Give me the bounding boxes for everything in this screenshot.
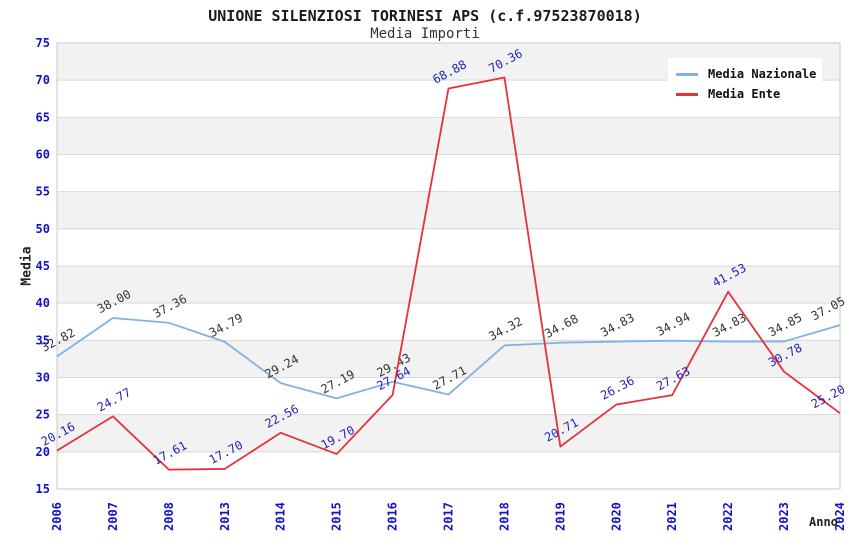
x-axis-title: Anno [809, 515, 838, 529]
x-tick-label: 2018 [497, 502, 511, 531]
y-tick-label: 40 [36, 296, 50, 310]
legend-swatch-nazionale-icon [676, 72, 698, 76]
plot-band [57, 266, 840, 304]
x-tick-label: 2008 [162, 502, 176, 531]
y-tick-label: 35 [36, 333, 50, 347]
legend-item-media-ente: Media Ente [676, 84, 822, 104]
plot-border [56, 42, 841, 490]
x-tick-label: 2016 [386, 502, 400, 531]
y-tick-label: 55 [36, 185, 50, 199]
plot-band [57, 117, 840, 155]
chart-subtitle: Media Importi [370, 26, 480, 42]
x-tick-label: 2015 [330, 502, 344, 531]
y-axis-title: Media [19, 246, 35, 286]
legend-item-media-nazionale: Media Nazionale [676, 64, 822, 84]
x-tick-label: 2007 [106, 502, 120, 531]
x-tick-label: 2022 [721, 502, 735, 531]
chart-title: UNIONE SILENZIOSI TORINESI APS (c.f.9752… [208, 7, 642, 25]
x-tick-label: 2024 [833, 502, 847, 531]
series-line-media-ente [56, 76, 841, 471]
x-tick-label: 2019 [553, 502, 567, 531]
plot-band [57, 191, 840, 229]
x-tick-label: 2014 [274, 502, 288, 531]
y-tick-label: 15 [36, 482, 50, 496]
y-tick-label: 65 [36, 110, 50, 124]
legend: Media Nazionale Media Ente [668, 58, 822, 110]
x-tick-label: 2020 [609, 502, 623, 531]
legend-label-media-ente: Media Ente [708, 87, 781, 101]
plot-band [57, 414, 840, 452]
x-tick-label: 2023 [777, 502, 791, 531]
plot-band [57, 377, 840, 415]
series-line-media-nazionale [56, 317, 841, 400]
y-tick-label: 60 [36, 148, 50, 162]
x-tick-label: 2017 [442, 502, 456, 531]
plot-band [57, 451, 840, 489]
plot-band [57, 303, 840, 341]
y-tick-label: 45 [36, 259, 50, 273]
legend-label-media-nazionale: Media Nazionale [708, 67, 817, 81]
x-tick-label: 2021 [665, 502, 679, 531]
plot-band [57, 154, 840, 192]
x-tick-label: 2013 [218, 502, 232, 531]
y-tick-label: 70 [36, 73, 50, 87]
x-tick-label: 2006 [50, 502, 64, 531]
y-tick-label: 75 [36, 36, 50, 50]
y-tick-label: 30 [36, 371, 50, 385]
plot-band [57, 228, 840, 266]
y-tick-label: 50 [36, 222, 50, 236]
plot-band [57, 340, 840, 378]
y-tick-label: 20 [36, 445, 50, 459]
legend-swatch-ente-icon [676, 92, 698, 96]
y-tick-label: 25 [36, 408, 50, 422]
